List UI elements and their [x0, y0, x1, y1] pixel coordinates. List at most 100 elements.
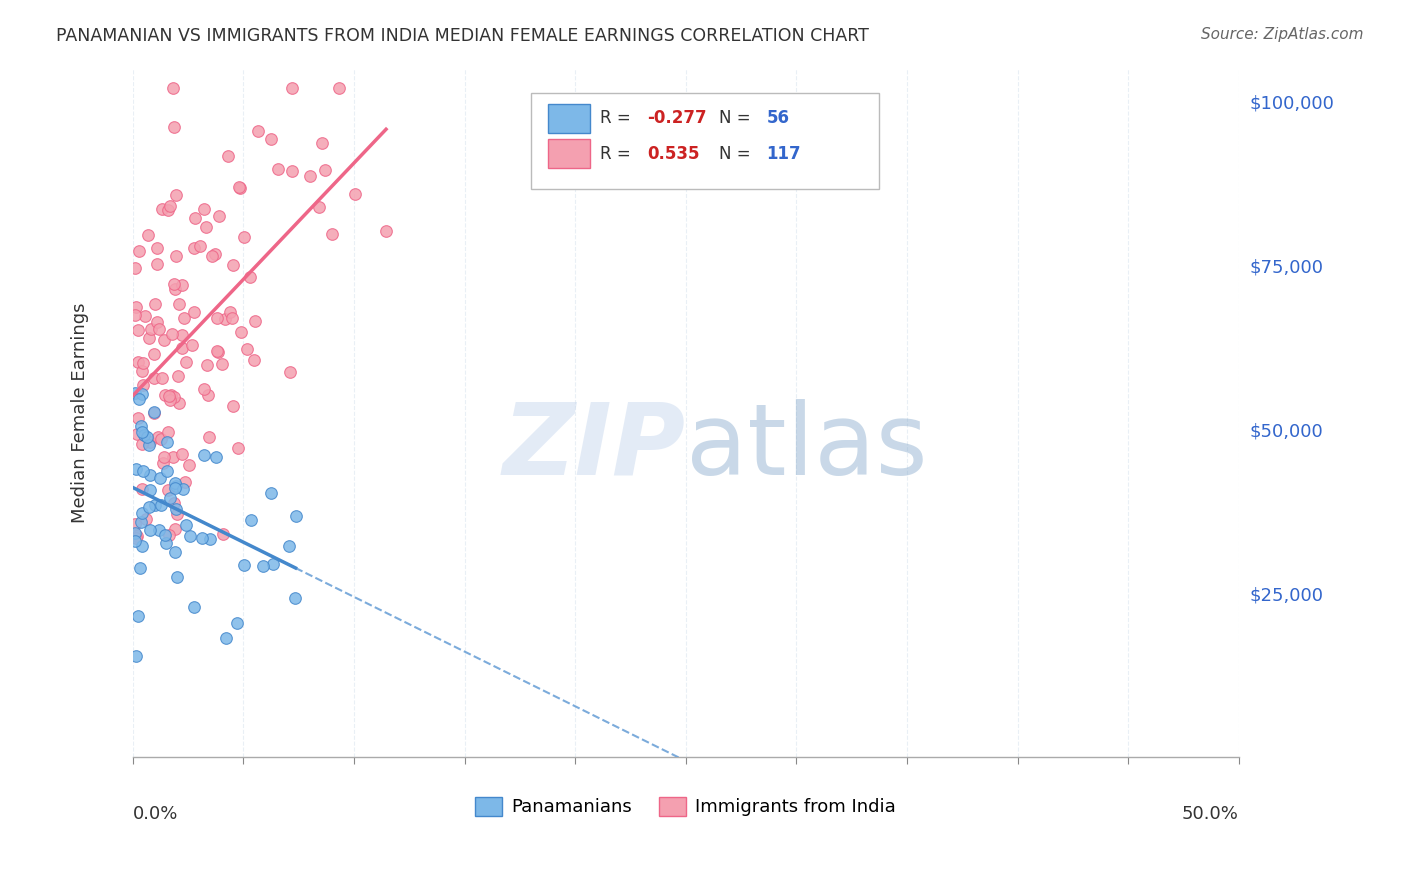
Point: [124, 531, 146, 545]
Point: [266, 161, 288, 176]
Point: [125, 426, 148, 441]
Point: [163, 496, 186, 510]
Point: [148, 523, 170, 537]
Point: [134, 309, 156, 323]
Point: [131, 506, 153, 520]
Point: [260, 485, 283, 500]
Point: [132, 377, 155, 392]
Point: [127, 323, 149, 337]
Point: [149, 433, 172, 447]
Point: [188, 238, 211, 252]
Point: [191, 531, 214, 545]
Text: -0.277: -0.277: [647, 109, 707, 127]
Point: [173, 475, 195, 489]
Point: [127, 609, 149, 624]
FancyBboxPatch shape: [547, 139, 589, 169]
Text: 117: 117: [766, 145, 801, 163]
Point: [148, 321, 170, 335]
Point: [201, 249, 224, 263]
Point: [165, 481, 187, 495]
Point: [143, 346, 166, 360]
Point: [152, 457, 174, 471]
Point: [208, 209, 231, 223]
Point: [176, 517, 198, 532]
Point: [152, 333, 174, 347]
Point: [278, 365, 301, 379]
Point: [181, 338, 204, 352]
Point: [195, 220, 218, 235]
Text: 0.0%: 0.0%: [132, 805, 179, 823]
Point: [205, 310, 228, 325]
Point: [160, 388, 183, 402]
Point: [165, 502, 187, 516]
Point: [145, 257, 167, 271]
Text: 50.0%: 50.0%: [1182, 805, 1239, 823]
Point: [128, 392, 150, 406]
Point: [135, 430, 157, 444]
Point: [233, 558, 256, 573]
Text: R =: R =: [599, 109, 636, 127]
Point: [219, 304, 242, 318]
Point: [152, 450, 174, 464]
Point: [321, 227, 343, 241]
Point: [132, 428, 155, 442]
Point: [211, 527, 233, 541]
Point: [184, 211, 207, 225]
Point: [166, 507, 188, 521]
Point: [233, 230, 256, 244]
Point: [145, 296, 167, 310]
Point: [173, 311, 195, 326]
Point: [139, 322, 162, 336]
Point: [131, 425, 153, 439]
Point: [314, 163, 336, 178]
Point: [124, 308, 146, 322]
FancyBboxPatch shape: [531, 93, 879, 189]
Point: [166, 569, 188, 583]
Point: [138, 500, 160, 515]
Point: [221, 310, 243, 325]
Point: [165, 249, 187, 263]
Point: [311, 136, 333, 150]
Text: Median Female Earnings: Median Female Earnings: [70, 302, 89, 523]
Point: [165, 479, 187, 493]
Point: [214, 312, 236, 326]
Point: [127, 355, 149, 369]
Point: [139, 434, 162, 449]
Point: [167, 396, 190, 410]
Point: [204, 247, 226, 261]
Point: [138, 468, 160, 483]
Point: [172, 327, 194, 342]
Point: [124, 260, 146, 275]
Point: [278, 539, 301, 553]
Point: [135, 512, 157, 526]
Point: [124, 525, 146, 540]
Point: [222, 258, 245, 272]
Point: [222, 399, 245, 413]
Point: [183, 241, 205, 255]
Point: [198, 429, 221, 443]
Point: [197, 388, 219, 402]
Point: [131, 539, 153, 553]
Text: Source: ZipAtlas.com: Source: ZipAtlas.com: [1201, 27, 1364, 42]
Point: [172, 482, 194, 496]
Text: R =: R =: [599, 145, 636, 163]
Text: ZIP: ZIP: [503, 399, 686, 496]
Point: [163, 522, 186, 536]
Point: [131, 482, 153, 496]
Point: [236, 342, 259, 356]
Point: [153, 387, 176, 401]
Point: [205, 343, 228, 358]
Point: [159, 199, 181, 213]
Point: [183, 305, 205, 319]
Point: [159, 392, 181, 407]
Point: [228, 180, 250, 194]
Point: [179, 529, 201, 543]
Text: atlas: atlas: [686, 399, 928, 496]
Point: [281, 81, 304, 95]
Point: [127, 410, 149, 425]
Point: [170, 277, 193, 292]
Point: [156, 434, 179, 449]
Point: [139, 523, 162, 537]
Point: [167, 296, 190, 310]
Point: [163, 277, 186, 291]
